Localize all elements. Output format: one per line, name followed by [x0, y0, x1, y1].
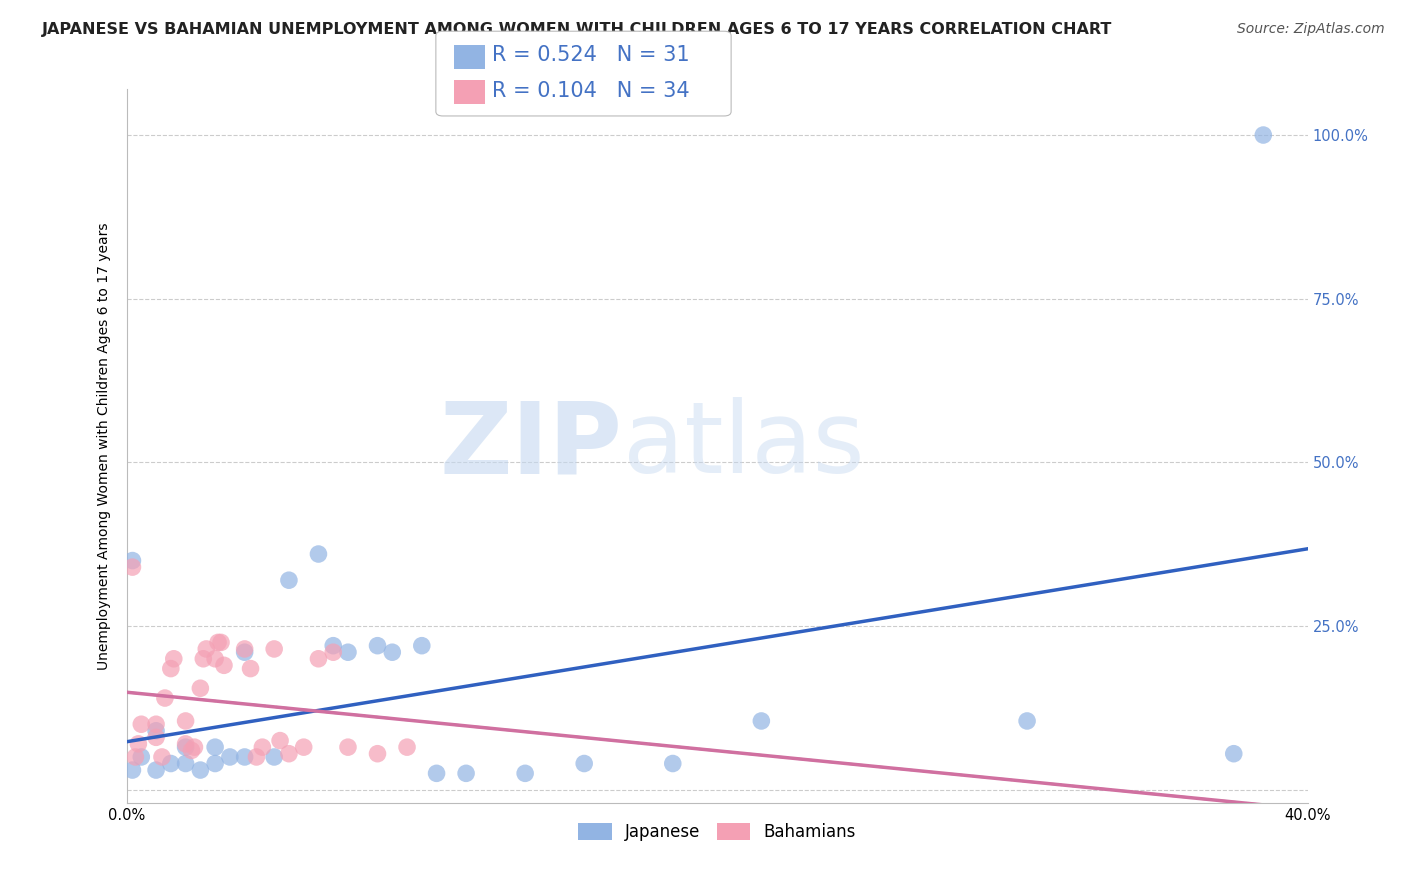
- Point: [204, 756, 226, 771]
- Y-axis label: Unemployment Among Women with Children Ages 6 to 17 years: Unemployment Among Women with Children A…: [97, 222, 111, 670]
- Point: [207, 635, 229, 649]
- Point: [174, 737, 197, 751]
- Point: [193, 652, 215, 666]
- Point: [209, 635, 232, 649]
- Point: [263, 642, 285, 657]
- Point: [180, 743, 202, 757]
- Point: [150, 750, 173, 764]
- Point: [188, 763, 212, 777]
- Point: [411, 639, 433, 653]
- Point: [456, 766, 478, 780]
- Point: [337, 645, 360, 659]
- Text: R = 0.104   N = 34: R = 0.104 N = 34: [492, 81, 690, 101]
- Point: [219, 750, 242, 764]
- Point: [233, 750, 256, 764]
- Point: [121, 553, 143, 567]
- Point: [662, 756, 685, 771]
- Text: JAPANESE VS BAHAMIAN UNEMPLOYMENT AMONG WOMEN WITH CHILDREN AGES 6 TO 17 YEARS C: JAPANESE VS BAHAMIAN UNEMPLOYMENT AMONG …: [42, 22, 1112, 37]
- Text: ZIP: ZIP: [440, 398, 623, 494]
- Point: [1017, 714, 1039, 728]
- Point: [174, 740, 197, 755]
- Point: [751, 714, 773, 728]
- Point: [188, 681, 212, 696]
- Point: [515, 766, 537, 780]
- Point: [127, 737, 149, 751]
- Point: [195, 642, 218, 657]
- Point: [367, 639, 389, 653]
- Point: [252, 740, 274, 755]
- Legend: Japanese, Bahamians: Japanese, Bahamians: [571, 816, 863, 848]
- Point: [574, 756, 596, 771]
- Point: [121, 763, 143, 777]
- Point: [263, 750, 285, 764]
- Point: [396, 740, 419, 755]
- Point: [204, 652, 226, 666]
- Point: [1253, 128, 1275, 142]
- Point: [233, 645, 256, 659]
- Point: [163, 652, 186, 666]
- Point: [245, 750, 267, 764]
- Point: [174, 756, 197, 771]
- Point: [145, 717, 167, 731]
- Point: [239, 662, 262, 676]
- Point: [204, 740, 226, 755]
- Point: [322, 645, 344, 659]
- Point: [160, 756, 183, 771]
- Point: [1223, 747, 1246, 761]
- Point: [308, 652, 330, 666]
- Point: [124, 750, 146, 764]
- Point: [278, 747, 301, 761]
- Text: R = 0.524   N = 31: R = 0.524 N = 31: [492, 45, 690, 65]
- Point: [153, 691, 176, 706]
- Point: [367, 747, 389, 761]
- Point: [160, 662, 183, 676]
- Point: [129, 750, 153, 764]
- Point: [269, 733, 291, 747]
- Point: [322, 639, 344, 653]
- Point: [292, 740, 315, 755]
- Point: [174, 714, 197, 728]
- Point: [425, 766, 447, 780]
- Point: [145, 723, 167, 738]
- Point: [183, 740, 205, 755]
- Text: atlas: atlas: [623, 398, 865, 494]
- Point: [129, 717, 153, 731]
- Point: [145, 731, 167, 745]
- Text: Source: ZipAtlas.com: Source: ZipAtlas.com: [1237, 22, 1385, 37]
- Point: [212, 658, 235, 673]
- Point: [337, 740, 360, 755]
- Point: [308, 547, 330, 561]
- Point: [233, 642, 256, 657]
- Point: [145, 763, 167, 777]
- Point: [278, 573, 301, 587]
- Point: [121, 560, 143, 574]
- Point: [381, 645, 404, 659]
